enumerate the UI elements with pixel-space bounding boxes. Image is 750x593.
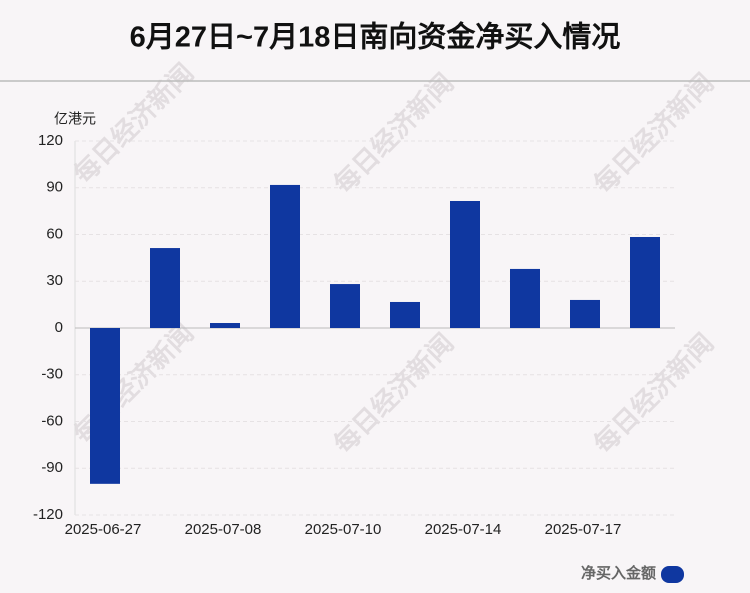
y-tick-label: 30 — [46, 272, 63, 289]
bar — [630, 236, 660, 328]
y-tick-label: -60 — [41, 412, 63, 429]
y-tick-label: 0 — [55, 319, 63, 336]
bar — [150, 248, 180, 328]
chart-title: 6月27日~7月18日南向资金净买入情况 — [130, 20, 621, 54]
bar — [450, 200, 480, 328]
y-tick-label: -90 — [41, 459, 63, 476]
x-tick-label: 2025-07-08 — [185, 521, 262, 538]
y-tick-label: -120 — [33, 506, 63, 523]
legend-swatch — [661, 566, 684, 583]
x-tick-label: 2025-07-14 — [425, 521, 502, 538]
bar — [90, 328, 120, 484]
y-tick-label: 90 — [46, 179, 63, 196]
y-axis-unit: 亿港元 — [54, 111, 96, 127]
x-tick-label: 2025-07-10 — [305, 521, 382, 538]
bar — [390, 301, 420, 328]
y-tick-label: -30 — [41, 366, 63, 383]
bar — [210, 323, 240, 328]
y-tick-label: 120 — [38, 132, 63, 149]
x-tick-label: 2025-07-17 — [545, 521, 622, 538]
legend-label: 净买入金额 — [581, 564, 656, 582]
bar — [330, 284, 360, 328]
x-tick-label: 2025-06-27 — [65, 521, 142, 538]
bar — [510, 268, 540, 328]
bar — [570, 299, 600, 328]
y-tick-label: 60 — [46, 225, 63, 242]
bar — [270, 184, 300, 328]
